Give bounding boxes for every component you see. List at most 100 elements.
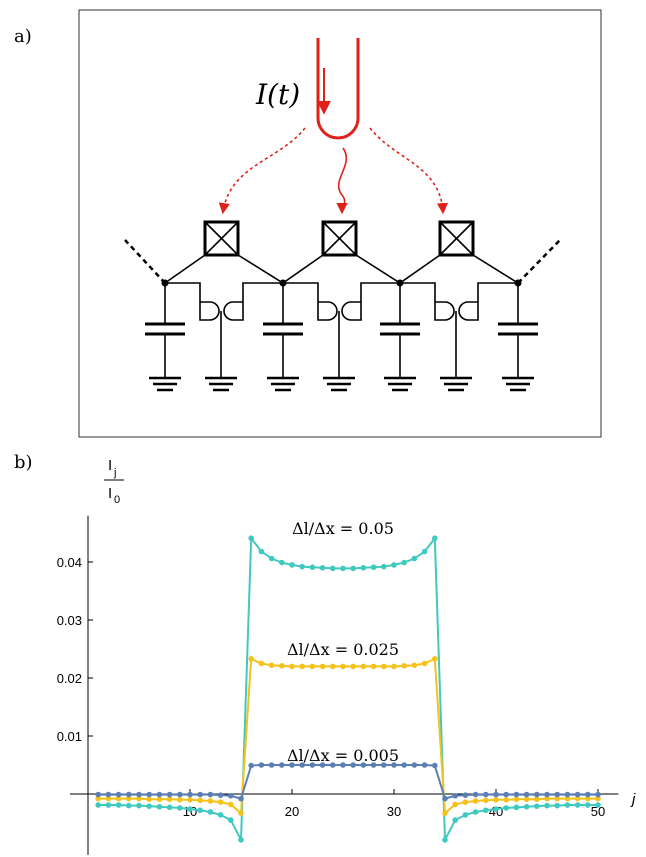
data-point <box>136 792 142 798</box>
data-point <box>238 796 244 802</box>
data-point <box>371 564 377 570</box>
data-point <box>228 793 234 799</box>
data-point <box>391 562 397 568</box>
data-point <box>136 803 142 809</box>
data-point <box>248 763 254 769</box>
data-point <box>208 798 214 804</box>
data-point <box>106 802 112 808</box>
data-point <box>442 837 448 843</box>
data-point <box>473 792 479 798</box>
series-label: Δl/Δx = 0.05 <box>292 519 394 538</box>
data-point <box>585 802 591 808</box>
data-point <box>534 803 540 809</box>
data-point <box>269 762 275 768</box>
data-point <box>432 763 438 769</box>
data-point <box>197 807 203 813</box>
data-point <box>401 762 407 768</box>
data-point <box>575 792 581 798</box>
data-point <box>177 797 183 803</box>
data-point <box>381 564 387 570</box>
data-point <box>595 792 601 798</box>
y-tick-label: 0.03 <box>57 613 82 628</box>
data-point <box>554 803 560 809</box>
data-point <box>238 810 244 816</box>
data-point <box>575 802 581 808</box>
data-point <box>524 792 530 798</box>
data-point <box>524 804 530 810</box>
data-point <box>412 556 418 562</box>
data-point <box>401 560 407 566</box>
y-label-bottom-sub: 0 <box>114 494 120 506</box>
current-label: I(t) <box>255 78 300 111</box>
data-point <box>432 656 438 662</box>
data-point <box>514 792 520 798</box>
panel-label: b) <box>14 452 33 473</box>
data-point <box>197 792 203 798</box>
data-point <box>157 792 163 798</box>
data-point <box>544 803 550 809</box>
x-tick-label: 20 <box>285 804 299 819</box>
data-point <box>503 805 509 811</box>
series-line <box>98 659 598 813</box>
data-point <box>452 802 458 808</box>
data-point <box>167 792 173 798</box>
x-axis-label: j <box>630 791 636 808</box>
data-point <box>503 797 509 803</box>
data-point <box>463 799 469 805</box>
data-point <box>279 663 285 669</box>
data-point <box>269 556 275 562</box>
data-point <box>442 810 448 816</box>
data-point <box>565 792 571 798</box>
data-point <box>248 656 254 662</box>
data-point <box>391 664 397 670</box>
data-point <box>412 662 418 668</box>
data-point <box>248 535 254 541</box>
data-point <box>187 797 193 803</box>
circuit-diagram: I(t) <box>79 10 601 437</box>
data-point <box>371 664 377 670</box>
data-point <box>167 805 173 811</box>
data-point <box>544 792 550 798</box>
data-point <box>463 792 469 798</box>
data-point <box>432 535 438 541</box>
data-point <box>116 802 122 808</box>
data-point <box>208 792 214 798</box>
data-point <box>493 806 499 812</box>
data-point <box>483 798 489 804</box>
data-point <box>473 809 479 815</box>
data-point <box>289 664 295 670</box>
y-tick-label: 0.01 <box>57 729 82 744</box>
data-point <box>187 792 193 798</box>
data-point <box>146 803 152 809</box>
x-tick-label: 30 <box>387 804 401 819</box>
y-tick-label: 0.04 <box>57 555 82 570</box>
y-axis-label: I j I 0 <box>104 457 124 506</box>
data-point <box>503 792 509 798</box>
y-label-top-sub: j <box>113 467 116 479</box>
data-point <box>208 809 214 815</box>
data-point <box>412 762 418 768</box>
data-point <box>218 799 224 805</box>
chart: I j I 0 j 10203040500.010.020.030.04Δl/Δ… <box>57 457 636 855</box>
data-point <box>228 802 234 808</box>
data-point <box>493 797 499 803</box>
data-point <box>95 792 101 798</box>
data-point <box>126 803 132 809</box>
data-point <box>361 565 367 571</box>
data-point <box>299 564 305 570</box>
data-point <box>534 792 540 798</box>
y-label-bottom: I <box>108 485 112 502</box>
data-point <box>320 664 326 670</box>
data-point <box>228 817 234 823</box>
data-point <box>350 566 356 572</box>
data-point <box>187 806 193 812</box>
data-point <box>401 663 407 669</box>
data-point <box>422 549 428 555</box>
data-point <box>452 793 458 799</box>
data-point <box>146 792 152 798</box>
data-point <box>463 812 469 818</box>
data-point <box>340 566 346 572</box>
data-point <box>259 762 265 768</box>
figure: a) b) I(t) <box>0 0 646 857</box>
data-point <box>310 564 316 570</box>
